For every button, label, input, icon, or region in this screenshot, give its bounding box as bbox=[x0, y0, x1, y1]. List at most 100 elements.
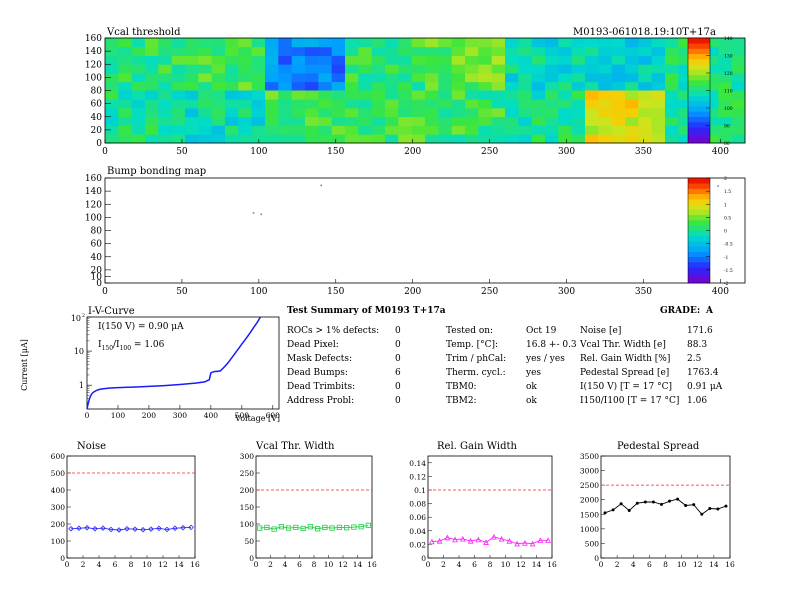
result-value: 0.91 μA bbox=[687, 382, 723, 392]
vcal-scale-label: 80 bbox=[724, 141, 730, 147]
vcal-cell bbox=[438, 116, 453, 126]
vcal-cell bbox=[611, 55, 626, 65]
result-value: 171.6 bbox=[687, 326, 713, 336]
vcal-cell bbox=[198, 64, 213, 74]
vcal-cell bbox=[371, 90, 386, 100]
vcal-cell bbox=[531, 116, 546, 126]
vcal-cell bbox=[358, 125, 373, 135]
vcal-cell bbox=[531, 90, 546, 100]
vcal-cell bbox=[225, 134, 239, 144]
vcal-cell bbox=[211, 99, 226, 109]
vcal-cell bbox=[478, 64, 493, 74]
bump-scale-step bbox=[688, 204, 710, 210]
vcal-cell bbox=[425, 55, 439, 65]
vcal-cell bbox=[145, 116, 159, 126]
vcal-cell bbox=[398, 90, 413, 100]
vcal-cell bbox=[625, 55, 639, 65]
vcal-cell bbox=[158, 73, 173, 83]
vcal-cell bbox=[518, 38, 533, 48]
vcal-cell bbox=[198, 108, 213, 118]
vcal-cell bbox=[305, 38, 319, 48]
vcal-cell bbox=[131, 38, 146, 48]
vcal-cell bbox=[531, 108, 546, 118]
vcal-scale-step bbox=[688, 106, 710, 112]
vcal-cell bbox=[598, 64, 613, 74]
vcal-cell bbox=[291, 46, 306, 56]
bump-scale-step bbox=[688, 199, 710, 205]
vcalw-ytick-label: 250 bbox=[240, 469, 255, 478]
vcal-cell bbox=[278, 73, 293, 83]
vcal-cell bbox=[678, 125, 693, 135]
vcal-cell bbox=[171, 116, 186, 126]
vcal-cell bbox=[491, 99, 506, 109]
vcal-cell bbox=[318, 125, 333, 135]
vcal-cell bbox=[598, 81, 613, 91]
vcal-cell bbox=[438, 55, 453, 65]
pedestal-point bbox=[611, 508, 615, 512]
vcalw-ytick-label: 50 bbox=[244, 537, 254, 546]
vcal-cell bbox=[331, 99, 346, 109]
vcal-cell bbox=[665, 38, 679, 48]
vcal-cell bbox=[678, 46, 693, 56]
vcal-cell bbox=[318, 108, 333, 118]
vcal-cell bbox=[318, 99, 333, 109]
vcal-cell bbox=[451, 99, 466, 109]
vcal-cell bbox=[345, 116, 359, 126]
defect-value: 0 bbox=[395, 354, 401, 364]
relgain-xtick-label: 4 bbox=[457, 560, 462, 568]
vcal-cell bbox=[398, 64, 413, 74]
results-labels: Noise [e] Vcal Thr. Width [e] Rel. Gain … bbox=[580, 324, 679, 408]
vcal-xtick-label: 300 bbox=[558, 147, 575, 155]
vcal-cell bbox=[451, 81, 466, 91]
vcal-cell bbox=[105, 125, 119, 135]
vcal-cell bbox=[171, 134, 186, 144]
vcal-cell bbox=[211, 81, 226, 91]
noise-xtick-label: 12 bbox=[158, 560, 168, 568]
bump-scale-step bbox=[688, 251, 710, 258]
vcal-cell bbox=[451, 55, 466, 65]
vcal-cell bbox=[251, 99, 266, 109]
vcal-cell bbox=[145, 38, 159, 48]
vcalw-point bbox=[278, 524, 284, 530]
vcal-cell bbox=[598, 99, 613, 109]
pedestal-xtick-label: 14 bbox=[709, 560, 719, 568]
vcal-cell bbox=[291, 55, 306, 65]
vcal-cell bbox=[305, 134, 319, 144]
vcal-scale-step bbox=[688, 132, 710, 139]
pedestal-ytick-label: 500 bbox=[585, 539, 600, 548]
vcal-cell bbox=[145, 55, 159, 65]
vcal-cell bbox=[118, 55, 133, 65]
vcal-cell bbox=[185, 125, 199, 135]
vcal-cell bbox=[705, 116, 719, 126]
pedestal-ytick-label: 2500 bbox=[580, 481, 599, 490]
vcal-cell bbox=[118, 134, 133, 144]
vcal-cell bbox=[558, 55, 573, 65]
vcal-cell bbox=[385, 99, 399, 109]
vcal-cell bbox=[358, 90, 373, 100]
vcal-cell bbox=[251, 55, 266, 65]
vcal-cell bbox=[211, 125, 226, 135]
vcalw-xtick-label: 0 bbox=[254, 560, 259, 568]
noise-xtick-label: 4 bbox=[97, 560, 102, 568]
vcal-cell bbox=[305, 108, 319, 118]
relgain-point bbox=[529, 540, 536, 547]
vcal-cell bbox=[531, 125, 546, 135]
defects-labels: ROCs > 1% defects: Dead Pixel: Mask Defe… bbox=[287, 324, 379, 408]
vcal-cell bbox=[291, 81, 306, 91]
vcalw-point bbox=[257, 525, 263, 531]
vcal-cell bbox=[638, 90, 653, 100]
vcal-cell bbox=[411, 116, 426, 126]
bump-bonding-map: 0 50 100 150 200 250 300 350 4000102040608010012… bbox=[85, 174, 746, 295]
vcal-cell bbox=[211, 55, 226, 65]
pedestal-ytick-label: 0 bbox=[594, 554, 599, 563]
vcal-cell bbox=[331, 125, 346, 135]
vcal-cell bbox=[211, 90, 226, 100]
vcal-cell bbox=[545, 73, 559, 83]
vcal-cell bbox=[398, 73, 413, 83]
vcal-cell bbox=[545, 125, 559, 135]
vcal-scale-step bbox=[688, 53, 710, 60]
vcal-cell bbox=[531, 38, 546, 48]
vcal-cell bbox=[171, 81, 186, 91]
vcal-cell bbox=[358, 38, 373, 48]
vcal-cell bbox=[225, 81, 239, 91]
